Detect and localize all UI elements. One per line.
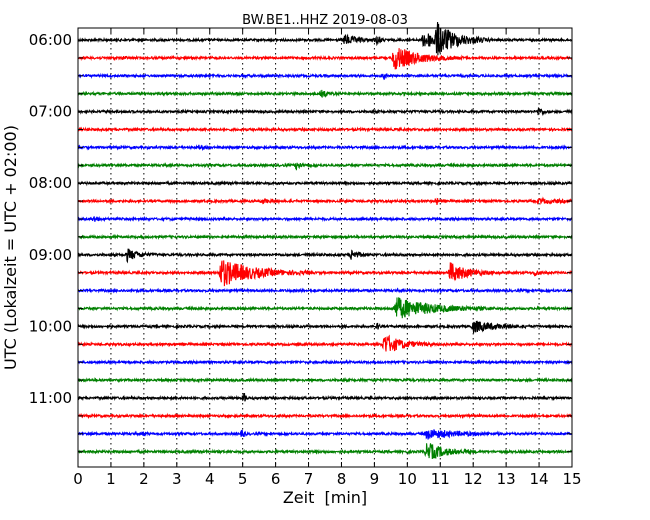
trace-0915 bbox=[77, 260, 573, 287]
trace-0715 bbox=[77, 126, 573, 133]
trace-0730 bbox=[77, 144, 573, 152]
trace-1115 bbox=[77, 412, 573, 420]
x-tick-label: 5 bbox=[238, 470, 248, 488]
x-tick-label: 0 bbox=[73, 470, 83, 488]
x-tick-label: 3 bbox=[172, 470, 182, 488]
trace-series bbox=[77, 21, 573, 460]
trace-0600 bbox=[77, 21, 572, 56]
chart-title: BW.BE1..HHZ 2019-08-03 bbox=[242, 13, 408, 28]
trace-1145 bbox=[77, 443, 573, 460]
trace-1100 bbox=[77, 393, 573, 402]
x-axis-label: Zeit [min] bbox=[283, 488, 367, 507]
trace-0945 bbox=[77, 297, 573, 319]
x-tick-label: 14 bbox=[530, 470, 549, 488]
trace-0815 bbox=[77, 196, 573, 206]
trace-0645 bbox=[77, 89, 573, 98]
y-tick-label: 11:00 bbox=[29, 389, 72, 407]
x-tick-label: 7 bbox=[304, 470, 314, 488]
trace-1130 bbox=[77, 429, 573, 440]
y-tick-label: 08:00 bbox=[29, 174, 72, 192]
x-tick-label: 9 bbox=[370, 470, 380, 488]
x-tick-label: 11 bbox=[431, 470, 450, 488]
y-tick-label: 10:00 bbox=[29, 317, 72, 335]
trace-0800 bbox=[77, 180, 573, 187]
trace-1000 bbox=[77, 320, 572, 334]
trace-0900 bbox=[77, 248, 573, 264]
y-tick-label: 07:00 bbox=[29, 103, 72, 121]
trace-1030 bbox=[77, 358, 573, 366]
y-tick-label: 06:00 bbox=[29, 31, 72, 49]
trace-1045 bbox=[77, 376, 573, 384]
trace-0830 bbox=[77, 215, 573, 223]
x-tick-label: 4 bbox=[205, 470, 215, 488]
trace-0700 bbox=[77, 107, 573, 117]
trace-0845 bbox=[77, 233, 573, 241]
trace-0630 bbox=[77, 72, 573, 81]
trace-1015 bbox=[77, 334, 573, 352]
plot-frame bbox=[77, 27, 573, 468]
x-tick-label: 15 bbox=[562, 470, 581, 488]
y-tick-label: 09:00 bbox=[29, 246, 72, 264]
trace-0615 bbox=[77, 48, 573, 70]
x-tick-label: 2 bbox=[139, 470, 149, 488]
x-tick-label: 8 bbox=[337, 470, 347, 488]
x-tick-label: 12 bbox=[464, 470, 483, 488]
grid-lines bbox=[110, 28, 540, 467]
x-tick-label: 13 bbox=[497, 470, 516, 488]
trace-0745 bbox=[77, 162, 573, 171]
trace-0930 bbox=[77, 287, 573, 294]
y-axis-label: UTC (Lokalzeit = UTC + 02:00) bbox=[1, 125, 20, 370]
x-tick-label: 6 bbox=[271, 470, 281, 488]
x-tick-label: 10 bbox=[398, 470, 417, 488]
x-tick-label: 1 bbox=[106, 470, 116, 488]
